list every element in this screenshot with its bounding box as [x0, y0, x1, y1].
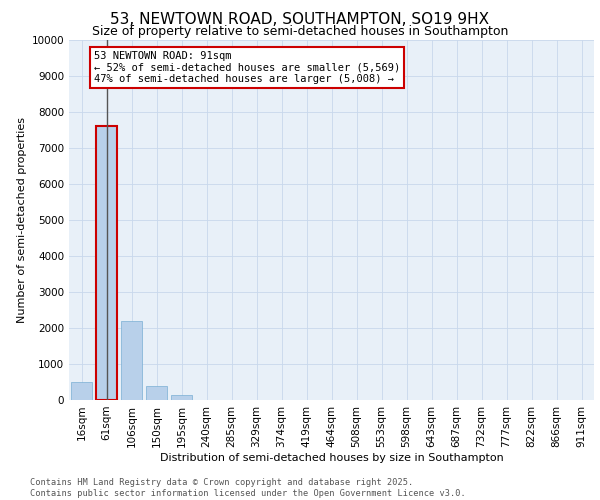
Text: 53 NEWTOWN ROAD: 91sqm
← 52% of semi-detached houses are smaller (5,569)
47% of : 53 NEWTOWN ROAD: 91sqm ← 52% of semi-det… — [94, 51, 400, 84]
Bar — [96, 126, 117, 400]
Text: Size of property relative to semi-detached houses in Southampton: Size of property relative to semi-detach… — [92, 25, 508, 38]
Text: 53, NEWTOWN ROAD, SOUTHAMPTON, SO19 9HX: 53, NEWTOWN ROAD, SOUTHAMPTON, SO19 9HX — [110, 12, 490, 28]
Bar — [171, 396, 192, 400]
Y-axis label: Number of semi-detached properties: Number of semi-detached properties — [17, 117, 28, 323]
Bar — [121, 321, 142, 400]
Text: Contains HM Land Registry data © Crown copyright and database right 2025.
Contai: Contains HM Land Registry data © Crown c… — [30, 478, 466, 498]
X-axis label: Distribution of semi-detached houses by size in Southampton: Distribution of semi-detached houses by … — [160, 452, 503, 462]
Bar — [71, 382, 92, 400]
Bar — [146, 386, 167, 400]
